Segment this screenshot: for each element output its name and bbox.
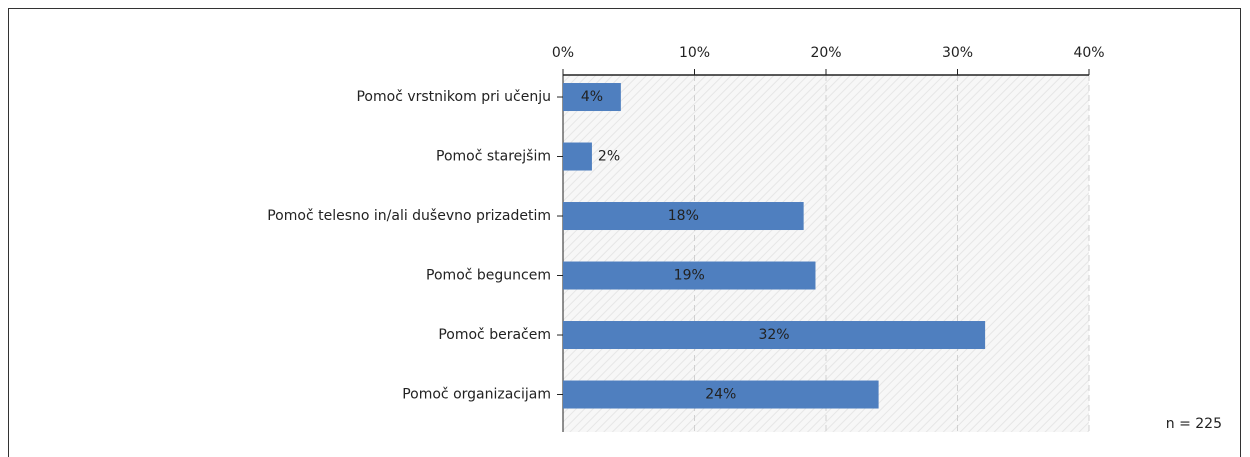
data-label: 24% bbox=[705, 387, 736, 403]
y-tick-label: Pomoč beračem bbox=[438, 327, 551, 343]
x-tick-label: 30% bbox=[942, 45, 973, 61]
y-tick-label: Pomoč beguncem bbox=[426, 268, 551, 284]
x-tick-label: 20% bbox=[810, 45, 841, 61]
bar bbox=[563, 202, 804, 231]
y-tick-label: Pomoč organizacijam bbox=[402, 387, 551, 403]
annotation: n = 225 bbox=[1166, 416, 1222, 432]
bar bbox=[563, 261, 816, 290]
data-label: 2% bbox=[598, 149, 620, 165]
bar bbox=[563, 142, 592, 171]
x-tick-label: 0% bbox=[552, 45, 574, 61]
x-tick-label: 40% bbox=[1073, 45, 1104, 61]
data-label: 19% bbox=[674, 268, 705, 284]
data-label: 18% bbox=[668, 208, 699, 224]
data-label: 4% bbox=[581, 89, 603, 105]
bar bbox=[563, 380, 879, 409]
y-tick-label: Pomoč vrstnikom pri učenju bbox=[356, 89, 551, 105]
bar bbox=[563, 321, 986, 350]
y-tick-label: Pomoč starejšim bbox=[436, 149, 551, 165]
bar bbox=[563, 83, 621, 112]
data-label: 32% bbox=[758, 327, 789, 343]
y-tick-label: Pomoč telesno in/ali duševno prizadetim bbox=[267, 208, 551, 224]
x-tick-label: 10% bbox=[679, 45, 710, 61]
plot-area bbox=[563, 75, 1089, 432]
